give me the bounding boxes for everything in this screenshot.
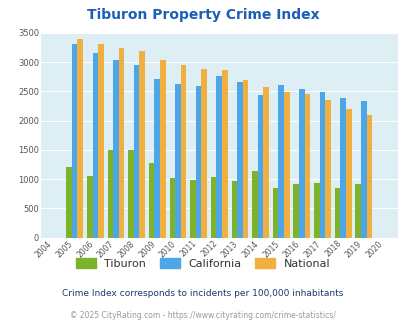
- Bar: [278, 85, 283, 238]
- Bar: [242, 80, 247, 238]
- Bar: [72, 44, 77, 238]
- Bar: [366, 115, 371, 238]
- Bar: [154, 79, 160, 238]
- Legend: Tiburon, California, National: Tiburon, California, National: [72, 255, 333, 272]
- Bar: [180, 65, 186, 238]
- Bar: [263, 87, 268, 238]
- Bar: [160, 60, 165, 238]
- Bar: [272, 188, 278, 238]
- Bar: [334, 188, 339, 238]
- Bar: [210, 177, 216, 238]
- Bar: [319, 92, 324, 238]
- Bar: [119, 48, 124, 238]
- Text: Tiburon Property Crime Index: Tiburon Property Crime Index: [87, 8, 318, 22]
- Bar: [128, 150, 134, 238]
- Bar: [66, 167, 72, 238]
- Bar: [216, 76, 222, 238]
- Text: © 2025 CityRating.com - https://www.cityrating.com/crime-statistics/: © 2025 CityRating.com - https://www.city…: [70, 311, 335, 320]
- Bar: [283, 92, 289, 238]
- Bar: [257, 95, 263, 238]
- Bar: [139, 51, 145, 238]
- Bar: [354, 184, 360, 238]
- Bar: [113, 60, 119, 238]
- Bar: [107, 150, 113, 238]
- Bar: [339, 98, 345, 238]
- Bar: [149, 163, 154, 238]
- Bar: [237, 82, 242, 238]
- Bar: [175, 84, 180, 238]
- Bar: [222, 70, 227, 238]
- Bar: [345, 109, 351, 238]
- Bar: [304, 94, 309, 238]
- Bar: [313, 182, 319, 238]
- Text: Crime Index corresponds to incidents per 100,000 inhabitants: Crime Index corresponds to incidents per…: [62, 289, 343, 298]
- Bar: [360, 101, 366, 238]
- Bar: [324, 100, 330, 238]
- Bar: [252, 171, 257, 238]
- Bar: [134, 65, 139, 238]
- Bar: [92, 53, 98, 238]
- Bar: [201, 69, 207, 238]
- Bar: [169, 178, 175, 238]
- Bar: [190, 180, 195, 238]
- Bar: [87, 176, 92, 238]
- Bar: [77, 39, 83, 238]
- Bar: [231, 182, 237, 238]
- Bar: [293, 184, 298, 238]
- Bar: [298, 89, 304, 238]
- Bar: [98, 44, 103, 238]
- Bar: [195, 86, 201, 238]
